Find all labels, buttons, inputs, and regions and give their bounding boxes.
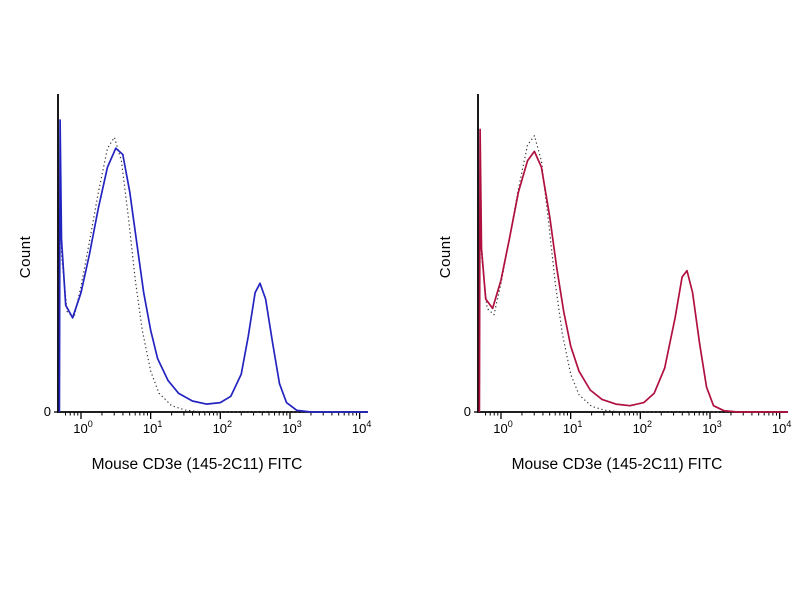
left-flow-histogram-panel: Count 100 101 102 103 104 0 Mouse CD3e (145-2… <box>8 90 394 540</box>
x-tick-label: 104 <box>772 419 791 436</box>
y-origin-label: 0 <box>44 404 51 419</box>
x-tick-label: 103 <box>702 419 721 436</box>
stained_solid-curve <box>478 128 788 413</box>
x-tick-label: 100 <box>73 419 92 436</box>
control_dotted-curve <box>478 135 788 413</box>
x-tick-label: 102 <box>213 419 232 436</box>
x-tick-label: 101 <box>143 419 162 436</box>
right-flow-histogram-panel: Count 100 101 102 103 104 0 Mouse CD3e (145-2… <box>428 90 800 540</box>
right-x-axis-label: Mouse CD3e (145-2C11) FITC <box>511 456 723 473</box>
histogram-svg: 100 101 102 103 104 0 <box>44 94 371 436</box>
x-tick-label: 101 <box>563 419 582 436</box>
histogram-svg: 100 101 102 103 104 0 <box>464 94 791 436</box>
left-x-axis-label: Mouse CD3e (145-2C11) FITC <box>91 456 303 473</box>
stained_solid-curve <box>58 119 368 413</box>
left-y-axis-label: Count <box>17 235 34 279</box>
y-origin-label: 0 <box>464 404 471 419</box>
x-tick-label: 102 <box>633 419 652 436</box>
x-tick-label: 100 <box>493 419 512 436</box>
right-histogram-plot: 100 101 102 103 104 0 <box>462 90 796 442</box>
x-tick-label: 103 <box>282 419 301 436</box>
left-histogram-plot: 100 101 102 103 104 0 <box>42 90 376 442</box>
x-tick-label: 104 <box>352 419 371 436</box>
right-y-axis-label: Count <box>437 235 454 279</box>
